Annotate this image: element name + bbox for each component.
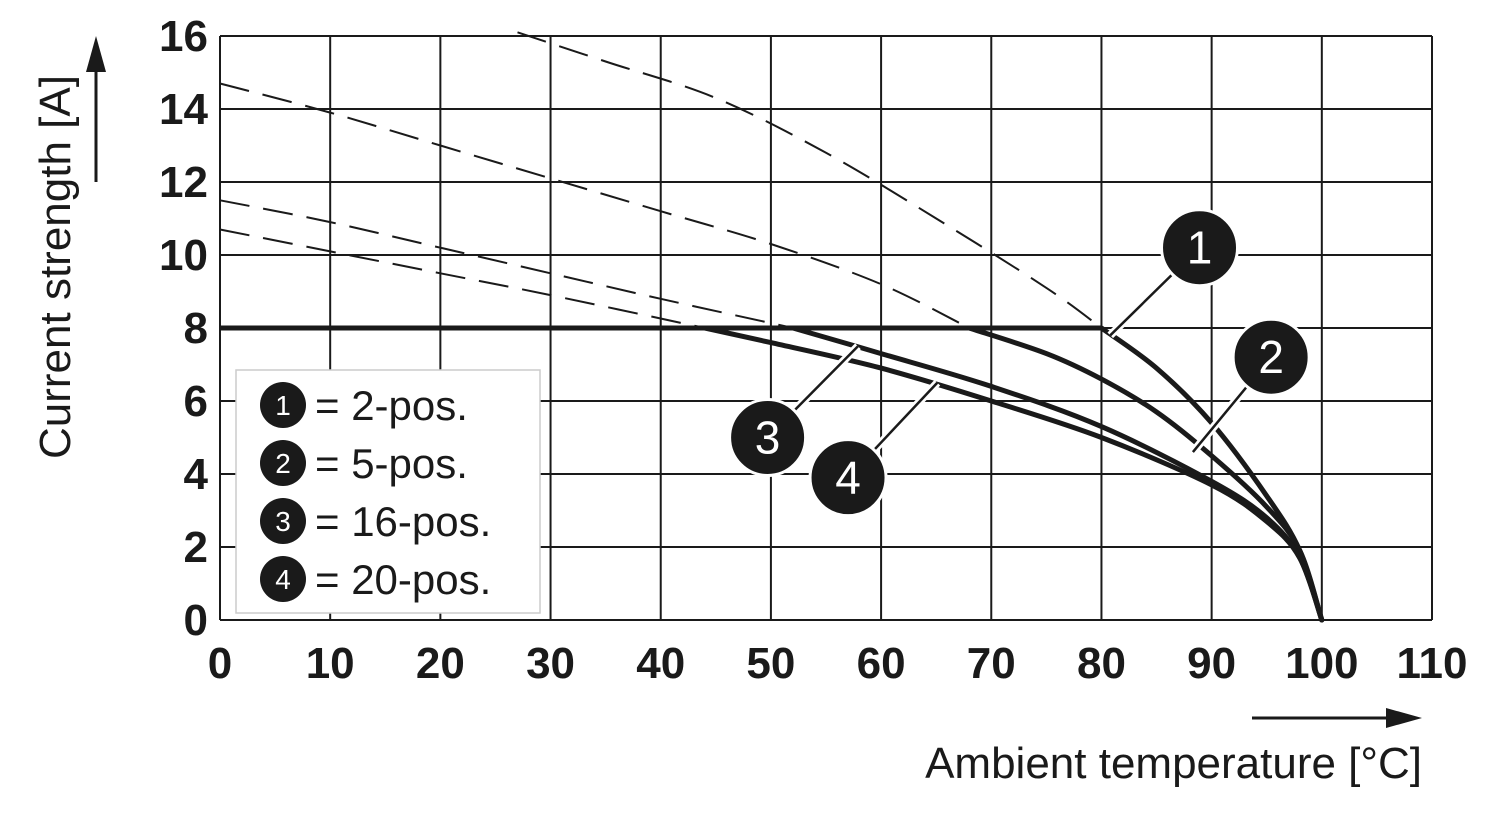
- x-tick-label: 90: [1187, 639, 1236, 688]
- derating-curves: [220, 325, 1325, 623]
- dashed-curve-3: [219, 199, 794, 329]
- legend-badge-4: [260, 556, 306, 602]
- dashed-curve-4: [219, 228, 706, 329]
- callout-badge-2: [1231, 317, 1311, 397]
- callout-number-1: 1: [1187, 222, 1213, 274]
- x-axis-label: Ambient temperature [°C]: [925, 739, 1422, 788]
- callout-number-2: 2: [1258, 331, 1284, 383]
- y-tick-label: 12: [159, 158, 208, 207]
- x-tick-label: 60: [857, 639, 906, 688]
- y-tick-label: 8: [184, 304, 208, 353]
- legend-badge-1: [260, 382, 306, 428]
- callout-badge-3: [728, 398, 808, 477]
- x-axis-ticks: 0 10 20 30 40 50 60 70 80 90 100 110: [208, 639, 1468, 688]
- x-tick-label: 70: [967, 639, 1016, 688]
- callout-number-3: 3: [755, 412, 781, 464]
- legend-badge-number: 2: [275, 448, 291, 479]
- legend-badge-3: [260, 498, 306, 544]
- x-tick-label: 0: [208, 639, 232, 688]
- x-tick-label: 80: [1077, 639, 1126, 688]
- y-tick-label: 2: [184, 523, 208, 572]
- callouts: 1 2 3 4: [728, 208, 1311, 518]
- y-axis-label: Current strength [A]: [31, 75, 80, 459]
- legend-label-3: = 16-pos.: [315, 498, 491, 545]
- legend-badge-2: [260, 440, 306, 486]
- y-axis-arrow-head: [86, 36, 106, 72]
- x-tick-label: 100: [1285, 639, 1358, 688]
- legend-badge-number: 3: [275, 506, 291, 537]
- y-tick-label: 6: [184, 377, 208, 426]
- legend-label-4: = 20-pos.: [315, 556, 491, 603]
- legend-label-2: = 5-pos.: [315, 440, 468, 487]
- x-tick-label: 10: [306, 639, 355, 688]
- y-tick-label: 14: [159, 85, 208, 134]
- callout-badge-1: [1160, 208, 1240, 288]
- legend-label-1: = 2-pos.: [315, 382, 468, 429]
- derating-curve-4: [702, 325, 1325, 623]
- y-axis-ticks: 0 2 4 6 8 10 12 14 16: [159, 12, 208, 645]
- x-tick-label: 110: [1397, 639, 1468, 688]
- callout-badge-4: [808, 438, 888, 518]
- dashed-curve-2: [219, 82, 970, 329]
- x-axis-arrow-head: [1386, 708, 1422, 728]
- extrapolated-curves: [219, 31, 1103, 329]
- x-tick-label: 20: [416, 639, 465, 688]
- legend-badge-number: 1: [275, 390, 291, 421]
- x-tick-label: 50: [746, 639, 795, 688]
- derating-curve-2: [966, 325, 1325, 623]
- y-tick-label: 10: [159, 231, 208, 280]
- dashed-curve-1: [517, 31, 1103, 329]
- x-tick-label: 40: [636, 639, 685, 688]
- y-tick-label: 0: [184, 596, 208, 645]
- legend: 1 = 2-pos. 2 = 5-pos. 3 = 16-pos. 4 = 20-pos.: [235, 369, 541, 614]
- x-tick-label: 30: [526, 639, 575, 688]
- callout-number-4: 4: [835, 452, 861, 504]
- legend-badge-number: 4: [275, 564, 291, 595]
- y-tick-label: 16: [159, 12, 208, 61]
- y-tick-label: 4: [184, 450, 209, 499]
